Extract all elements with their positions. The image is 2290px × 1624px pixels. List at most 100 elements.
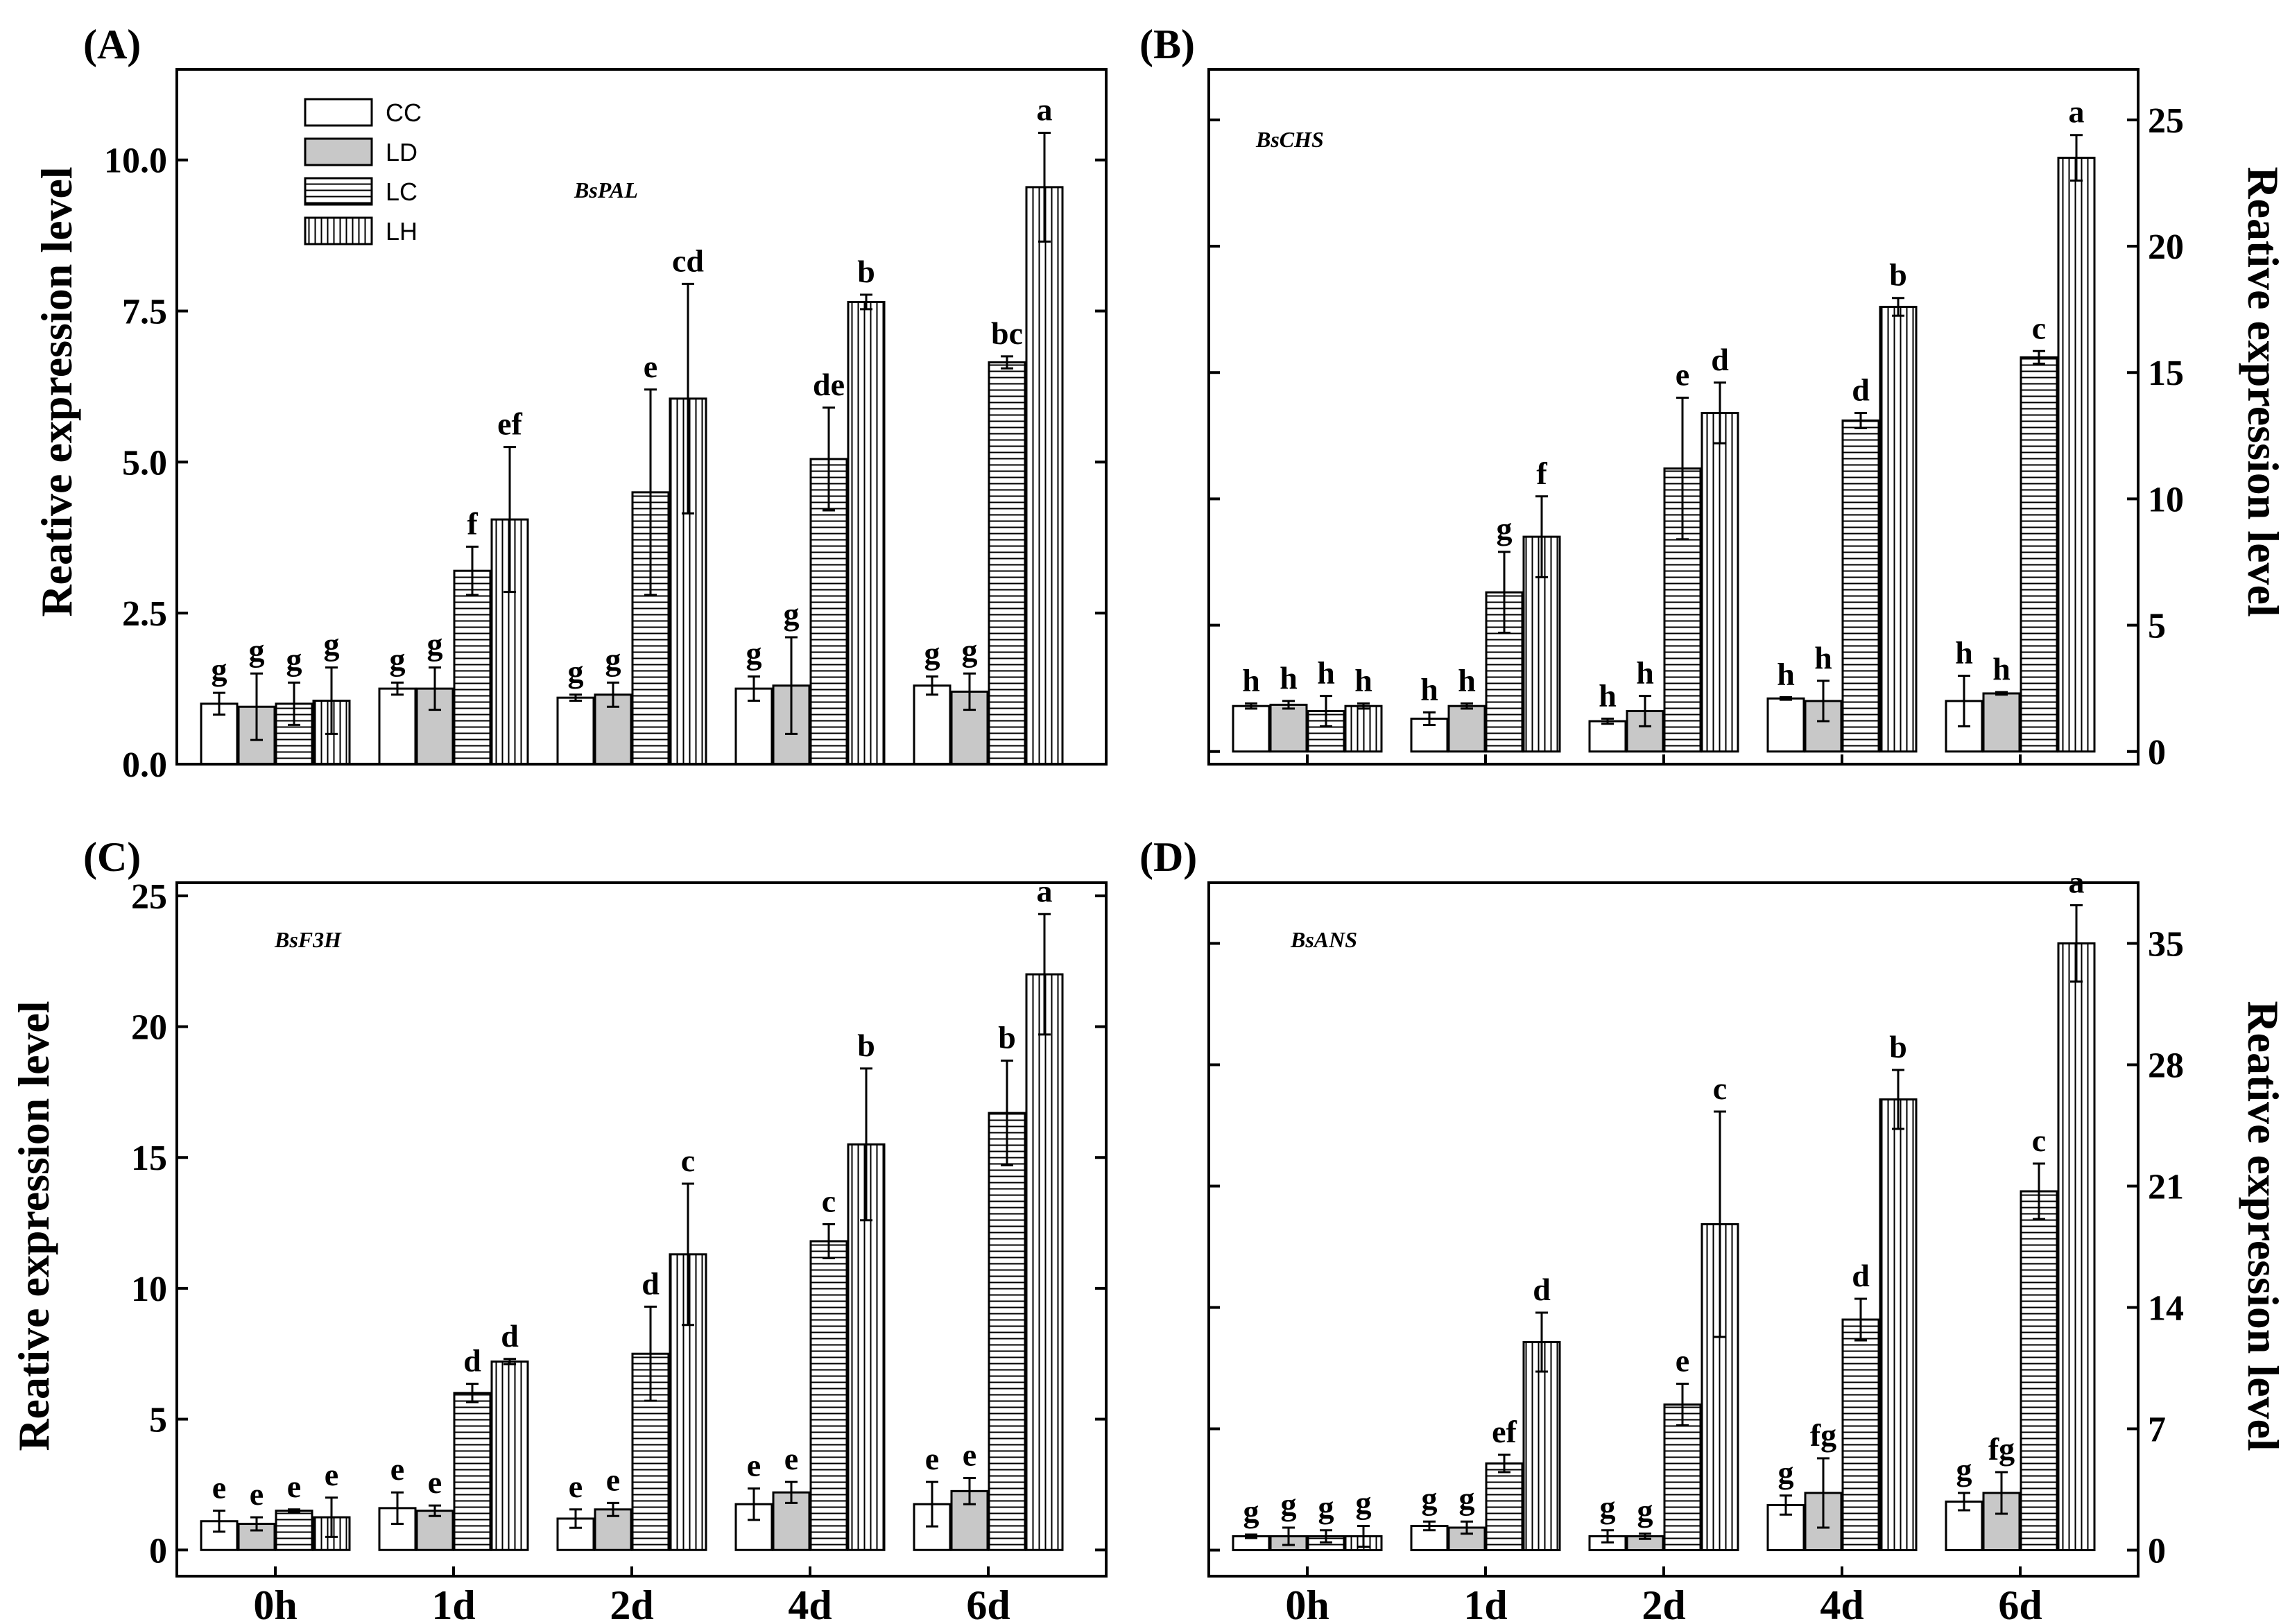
panel-c-ytick-label: 15 xyxy=(131,1139,167,1178)
panel-b-letter-ld-6d: h xyxy=(1992,651,2011,686)
panel-a-letter-cc-1d: g xyxy=(390,641,406,677)
panel-c-errorbar-lh-4d xyxy=(860,1067,872,1222)
panel-a-letter-cc-6d: g xyxy=(924,636,940,671)
panel-b-letter-lh-6d: a xyxy=(2069,94,2085,130)
panel-c-ytick-label: 25 xyxy=(131,877,167,917)
panel-a-letter-cc-2d: g xyxy=(568,654,584,689)
legend-entry-lh: LH xyxy=(304,216,417,245)
panel-d-errorbar-ld-0h xyxy=(1282,1526,1295,1546)
panel-b-letter-cc-2d: h xyxy=(1599,677,1617,713)
panel-a-ytick-label: 5.0 xyxy=(122,443,167,483)
panel-d-errorbar-lh-4d xyxy=(1892,1069,1904,1130)
panel-b-errorbar-cc-2d xyxy=(1601,717,1614,725)
panel-d-letter-cc-1d: g xyxy=(1422,1480,1438,1516)
panel-d-errorbar-lc-2d xyxy=(1676,1383,1689,1426)
panel-a-errorbar-ld-2d xyxy=(607,681,619,708)
panel-a-letter-lc-1d: f xyxy=(467,506,478,541)
panel-b-bar-ld-1d xyxy=(1447,705,1486,753)
panel-b-letter-lc-0h: h xyxy=(1317,655,1335,691)
panel-c-errorbar-cc-2d xyxy=(569,1508,582,1529)
panel-b-y-axis-label: Reative expression level xyxy=(2239,166,2288,616)
panel-d-errorbar-lh-6d xyxy=(2070,904,2083,983)
panel-c-letter-lh-0h: e xyxy=(325,1457,338,1492)
panel-c-bar-lh-1d xyxy=(490,1360,529,1551)
panel-b-bar-ld-6d xyxy=(1982,692,2021,753)
panel-d-errorbar-ld-4d xyxy=(1817,1457,1830,1529)
panel-c-errorbar-cc-6d xyxy=(926,1480,938,1528)
panel-c-errorbar-lh-2d xyxy=(682,1182,694,1327)
panel-a-bar-lh-6d xyxy=(1025,186,1064,766)
panel-a-gene-title: BsPAL xyxy=(574,178,638,202)
panel-c-letter-lh-4d: b xyxy=(857,1028,875,1063)
panel-d-errorbar-ld-1d xyxy=(1461,1520,1473,1535)
panel-b-errorbar-lh-4d xyxy=(1892,297,1904,317)
panel-a-letter-cc-0h: g xyxy=(212,652,227,687)
panel-b-ytick-label: 5 xyxy=(2148,607,2166,646)
panel-a-letter-lh-6d: a xyxy=(1037,92,1053,127)
panel-b-ytick-label: 0 xyxy=(2148,733,2166,772)
panel-c-errorbar-cc-1d xyxy=(391,1491,404,1526)
panel-c-letter-lc-2d: d xyxy=(642,1265,660,1301)
panel-b-errorbar-lc-0h xyxy=(1320,695,1332,727)
panel-d-bar-lc-4d xyxy=(1841,1318,1880,1551)
panel-a-errorbar-ld-4d xyxy=(785,636,798,735)
panel-b-ytick-label: 20 xyxy=(2148,227,2184,267)
panel-d-xtick-label-0h: 0h xyxy=(1285,1582,1329,1624)
panel-a-letter-lc-2d: e xyxy=(644,349,657,384)
panel-a-errorbar-lh-0h xyxy=(325,666,338,735)
panel-c-y-axis-label: Reative expression level xyxy=(9,1001,58,1451)
panel-a-errorbar-ld-0h xyxy=(250,672,263,741)
panel-b-bar-lh-0h xyxy=(1344,705,1383,753)
panel-d-errorbar-lc-6d xyxy=(2033,1162,2045,1220)
legend-swatch-cc xyxy=(304,98,373,127)
panel-c-errorbar-lc-6d xyxy=(1001,1060,1013,1167)
panel-c-bar-cc-4d xyxy=(734,1503,773,1551)
panel-b-letter-lh-0h: h xyxy=(1354,663,1372,698)
panel-c-errorbar-lh-1d xyxy=(503,1358,516,1365)
panel-c-xtick-label-4d: 4d xyxy=(788,1582,832,1624)
panel-d-gene-title: BsANS xyxy=(1290,927,1357,952)
panel-c-xtick-label-0h: 0h xyxy=(253,1582,297,1624)
panel-c-letter-cc-4d: e xyxy=(747,1448,761,1483)
legend-swatch-lh xyxy=(304,216,373,245)
panel-a-bar-cc-6d xyxy=(913,684,952,766)
panel-d-letter-cc-6d: g xyxy=(1956,1452,1972,1487)
panel-b-plot-frame xyxy=(1207,68,2140,766)
legend-entry-ld: LD xyxy=(304,137,417,166)
panel-c-xtick-label-1d: 1d xyxy=(431,1582,475,1624)
panel-a-errorbar-cc-2d xyxy=(569,693,582,702)
panel-c: (C) BsF3H Reative expression level ee ee e… xyxy=(9,834,1108,1624)
panel-d-ytick-label: 14 xyxy=(2148,1289,2184,1329)
panel-a-errorbar-lc-4d xyxy=(823,406,835,512)
panel-c-bar-lh-6d xyxy=(1025,973,1064,1551)
panel-a-errorbar-lc-0h xyxy=(288,681,300,726)
panel-d-letter-lh-0h: g xyxy=(1356,1485,1372,1521)
panel-d-letter-lc-1d: ef xyxy=(1492,1414,1517,1449)
panel-d-letter-lc-6d: c xyxy=(2032,1123,2046,1158)
panel-b-letter-ld-0h: h xyxy=(1280,660,1298,696)
panel-b-errorbar-lc-6d xyxy=(2033,349,2045,365)
panel-b-letter-lh-4d: b xyxy=(1889,257,1907,293)
panel-a-letter-lh-0h: g xyxy=(324,627,340,662)
panel-b-bar-ld-0h xyxy=(1269,703,1308,753)
panel-b-bar-ld-2d xyxy=(1626,709,1664,753)
panel-a-errorbar-ld-6d xyxy=(963,672,976,711)
panel-d-letter-lc-2d: e xyxy=(1676,1343,1689,1379)
panel-a-plot-frame xyxy=(175,68,1108,766)
panel-d-letter-lh-1d: d xyxy=(1533,1272,1551,1307)
panel-a-ytick-label: 10.0 xyxy=(104,141,167,181)
panel-b-gene-title: BsCHS xyxy=(1255,127,1324,152)
panel-d-ytick-label: 0 xyxy=(2148,1532,2166,1571)
panel-d-errorbar-lh-1d xyxy=(1535,1311,1548,1373)
panel-b-errorbar-cc-4d xyxy=(1780,696,1792,701)
panel-d-letter-lh-4d: b xyxy=(1889,1029,1907,1064)
panel-c-letter-lh-1d: d xyxy=(501,1318,519,1354)
panel-c-letter-lc-1d: d xyxy=(463,1343,481,1379)
panel-b-errorbar-lh-6d xyxy=(2070,134,2083,182)
panel-a-letter-ld-2d: g xyxy=(605,641,621,677)
panel-d: (D) BsANS Reative expression level g g gg g… xyxy=(1139,834,2288,1624)
panel-b-errorbar-lc-2d xyxy=(1676,397,1689,541)
panel-c-letter-cc-6d: e xyxy=(925,1441,939,1476)
legend-label-cc: CC xyxy=(386,98,422,127)
panel-a-errorbar-cc-1d xyxy=(391,681,404,696)
